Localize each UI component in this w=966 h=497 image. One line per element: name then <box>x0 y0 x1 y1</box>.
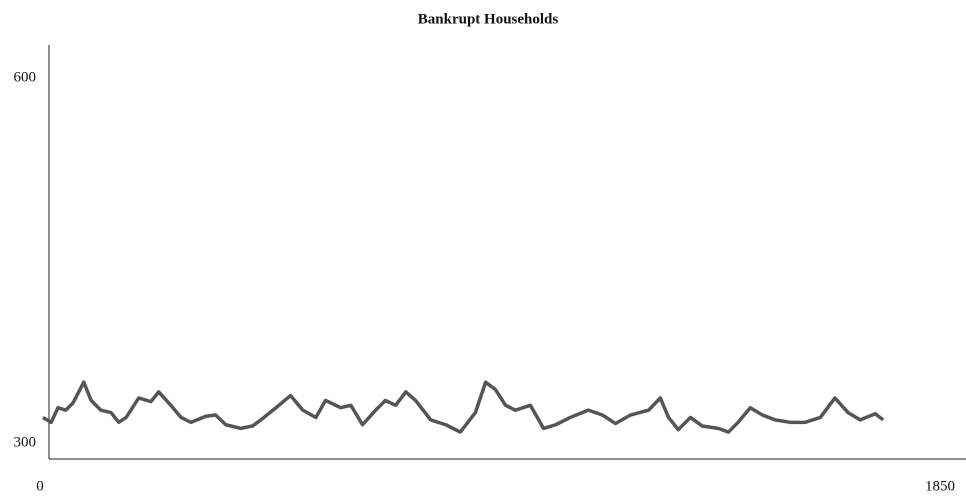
x-tick-label: 1850 <box>925 478 955 494</box>
data-line <box>42 380 885 434</box>
y-tick-label: 600 <box>14 69 37 85</box>
chart-title: Bankrupt Households <box>418 11 559 27</box>
y-tick-label: 300 <box>14 434 37 450</box>
x-tick-label: 0 <box>36 478 44 494</box>
